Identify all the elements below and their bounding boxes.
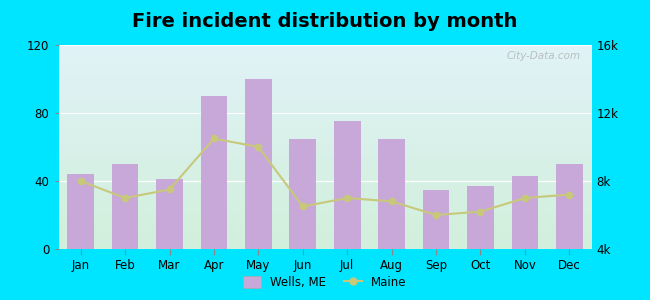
Bar: [112, 164, 138, 249]
Bar: [68, 174, 94, 249]
Bar: [156, 179, 183, 249]
Bar: [467, 186, 494, 249]
Bar: [556, 164, 582, 249]
Bar: [422, 190, 449, 249]
Text: Fire incident distribution by month: Fire incident distribution by month: [133, 12, 517, 31]
Bar: [289, 139, 316, 249]
Text: City-Data.com: City-Data.com: [507, 51, 581, 61]
Legend: Wells, ME, Maine: Wells, ME, Maine: [239, 272, 411, 294]
Bar: [245, 79, 272, 249]
Bar: [334, 122, 361, 249]
Bar: [512, 176, 538, 249]
Bar: [378, 139, 405, 249]
Bar: [201, 96, 227, 249]
